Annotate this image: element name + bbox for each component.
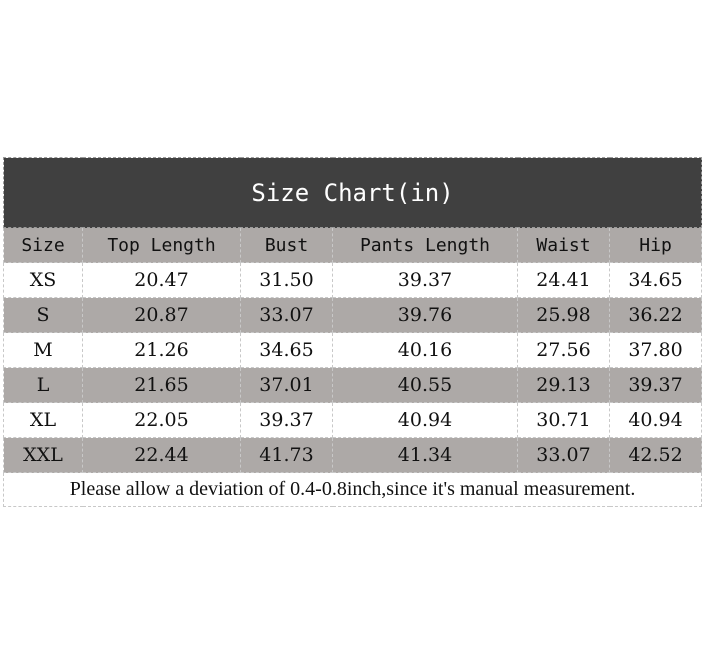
table-cell: 41.73 [240,437,333,473]
table-row: S 20.87 33.07 39.76 25.98 36.22 [3,297,703,333]
table-row: XXL 22.44 41.73 41.34 33.07 42.52 [3,437,703,473]
table-row: L 21.65 37.01 40.55 29.13 39.37 [3,367,703,403]
table-cell: 22.44 [82,437,241,473]
table-cell: L [3,367,83,403]
table-cell: S [3,297,83,333]
table-cell: 29.13 [517,367,610,403]
table-cell: 42.52 [608,437,703,473]
size-chart-table: Size Chart(in) Size Top Length Bust Pants L… [2,157,703,507]
table-cell: 37.01 [240,367,333,403]
table-cell: 33.07 [517,437,610,473]
table-cell: M [3,332,83,368]
table-cell: XXL [3,437,83,473]
table-cell: 22.05 [82,402,241,438]
table-cell: 34.65 [608,262,703,298]
table-cell: 30.71 [517,402,610,438]
column-header: Size [3,227,83,263]
table-cell: 37.80 [608,332,703,368]
table-title: Size Chart(in) [2,157,703,228]
footnote: Please allow a deviation of 0.4-0.8inch,… [2,472,703,507]
table-cell: 41.34 [332,437,518,473]
table-cell: XL [3,402,83,438]
table-row: XL 22.05 39.37 40.94 30.71 40.94 [3,402,703,438]
table-cell: 40.16 [332,332,518,368]
table-cell: 27.56 [517,332,610,368]
table-row: XS 20.47 31.50 39.37 24.41 34.65 [3,262,703,298]
table-cell: 39.37 [608,367,703,403]
table-cell: XS [3,262,83,298]
column-header: Pants Length [332,227,518,263]
table-cell: 34.65 [240,332,333,368]
table-cell: 31.50 [240,262,333,298]
table-cell: 21.26 [82,332,241,368]
table-row: M 21.26 34.65 40.16 27.56 37.80 [3,332,703,368]
column-header: Waist [517,227,610,263]
table-cell: 21.65 [82,367,241,403]
table-cell: 20.47 [82,262,241,298]
table-cell: 40.94 [332,402,518,438]
table-cell: 24.41 [517,262,610,298]
table-cell: 39.37 [332,262,518,298]
table-cell: 33.07 [240,297,333,333]
column-header: Top Length [82,227,241,263]
table-cell: 25.98 [517,297,610,333]
table-cell: 40.55 [332,367,518,403]
table-cell: 40.94 [608,402,703,438]
column-header: Hip [608,227,703,263]
table-cell: 20.87 [82,297,241,333]
table-cell: 39.37 [240,402,333,438]
table-cell: 39.76 [332,297,518,333]
column-header: Bust [240,227,333,263]
header-row: Size Top Length Bust Pants Length Waist Hip [3,227,703,263]
table-cell: 36.22 [608,297,703,333]
